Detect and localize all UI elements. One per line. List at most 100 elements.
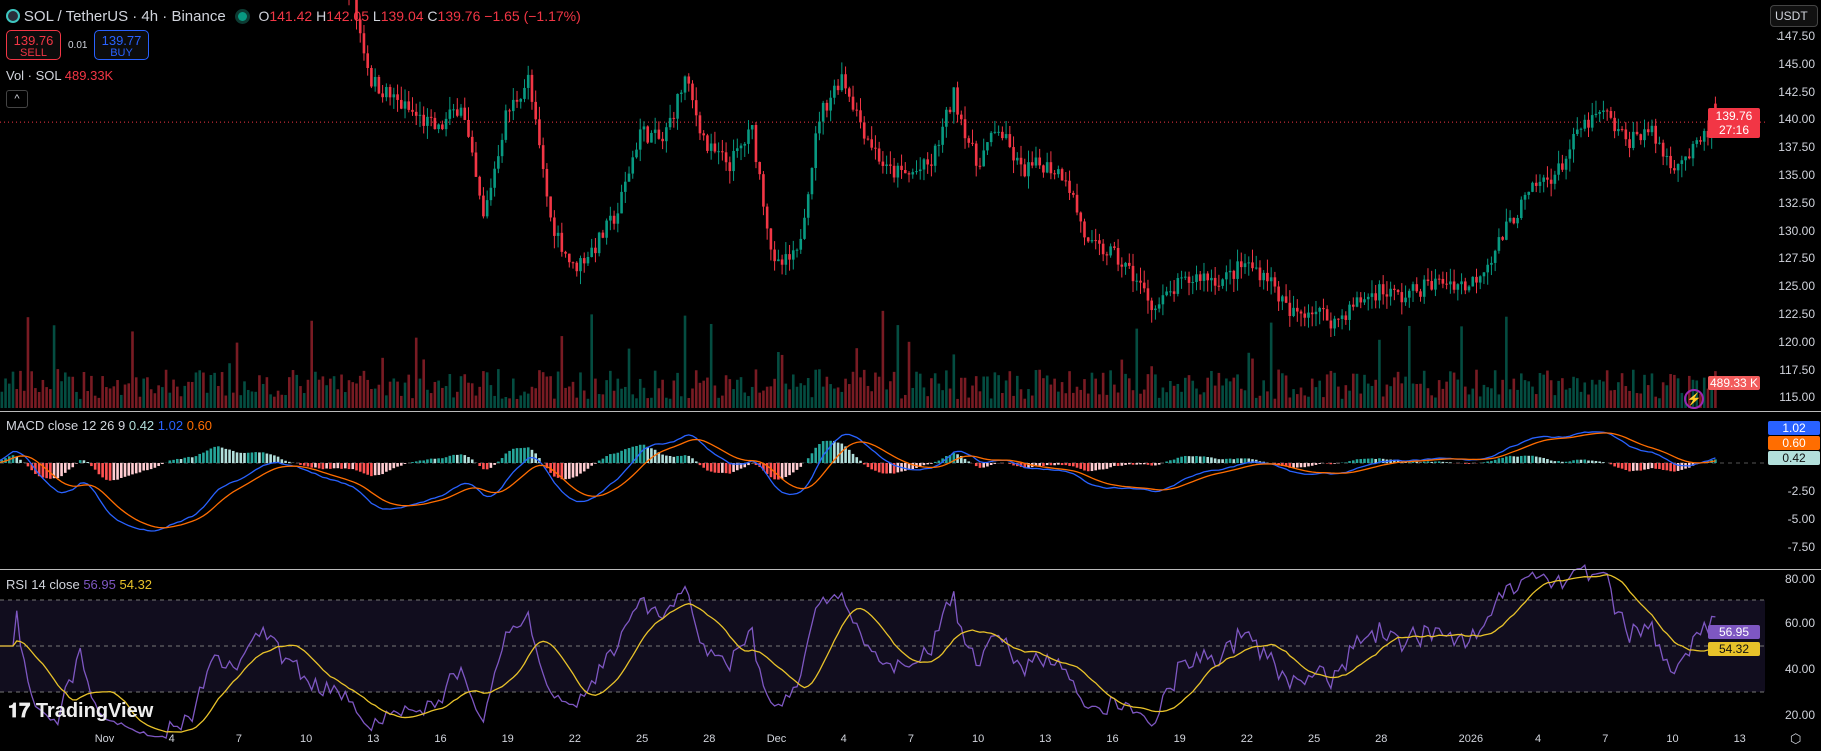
macd-histogram-bar [1669, 463, 1672, 472]
candle-body [859, 110, 862, 123]
lightning-icon[interactable]: ⚡ [1684, 389, 1704, 409]
macd-histogram-bar [937, 460, 941, 463]
rsi-legend: RSI 14 close 56.95 54.32 [6, 577, 152, 592]
macd-histogram-bar [287, 461, 291, 463]
macd-histogram-bar [127, 463, 131, 476]
macd-histogram-bar [526, 447, 530, 463]
volume-bar [123, 384, 127, 408]
candle-body [676, 93, 679, 119]
volume-bar [1161, 387, 1165, 408]
macd-histogram-bar [34, 463, 37, 474]
candle-body [814, 133, 817, 169]
candle-body [1161, 295, 1165, 305]
volume-bar [702, 380, 705, 408]
macd-histogram-bar [709, 463, 713, 472]
macd-histogram-bar [978, 463, 982, 468]
volume-bar [735, 379, 739, 408]
volume-bar [1486, 387, 1489, 408]
volume-bar [1012, 395, 1015, 408]
candle-body [1210, 277, 1213, 281]
candle-body [437, 124, 440, 130]
macd-axis-label: -7.50 [1787, 540, 1815, 554]
time-axis-label: 25 [1307, 733, 1321, 745]
market-status-icon [237, 12, 247, 21]
volume-bar [1154, 374, 1157, 408]
candle-body [1374, 293, 1377, 301]
tradingview-logo[interactable]: 𝟏𝟕 TradingView [8, 700, 153, 723]
candle-body [1493, 250, 1497, 263]
macd-histogram-bar [986, 463, 989, 467]
candle-body [1598, 112, 1601, 114]
candle-body [1400, 292, 1404, 303]
symbol-title[interactable]: SOL / TetherUS · 4h · Binance [23, 8, 226, 25]
pane-divider[interactable] [0, 411, 1821, 412]
macd-histogram-bar [1258, 461, 1262, 463]
macd-histogram-bar [1534, 456, 1538, 463]
candle-body [993, 131, 997, 133]
volume-bar [306, 379, 310, 408]
price-axis-label: 127.50 [1778, 251, 1815, 266]
macd-histogram-bar [687, 455, 691, 463]
candle-body [795, 249, 799, 251]
candle-body [433, 117, 437, 130]
candle-body [534, 101, 537, 120]
volume-bar [370, 388, 373, 408]
sell-button[interactable]: 139.76 SELL [6, 30, 61, 60]
macd-histogram-bar [594, 463, 597, 464]
collapse-legend-button[interactable]: ^ [6, 90, 28, 108]
candle-body [915, 171, 918, 173]
volume-bar [1288, 397, 1292, 408]
volume-bar [1325, 374, 1329, 408]
volume-bar [769, 386, 773, 408]
currency-select[interactable]: USDT ⌄ [1770, 5, 1818, 42]
settings-icon[interactable]: ⬡ [1790, 731, 1802, 746]
volume-bar [676, 372, 679, 408]
candle-body [1333, 318, 1336, 329]
macd-histogram-bar [1124, 463, 1127, 465]
macd-histogram-bar [866, 463, 870, 468]
volume-bar [1370, 385, 1374, 408]
macd-histogram-bar [597, 460, 601, 463]
volume-bar [497, 369, 500, 408]
macd-histogram-bar [388, 463, 392, 471]
candle-body [474, 152, 478, 177]
price-axis-label: 132.50 [1778, 195, 1815, 210]
candle-body [743, 143, 747, 146]
volume-bar [1239, 388, 1243, 408]
volume-bar [1579, 391, 1583, 408]
candle-body [1012, 147, 1015, 161]
macd-histogram-bar [1303, 463, 1307, 468]
candle-body [706, 135, 709, 151]
macd-histogram-bar [183, 457, 187, 463]
volume-bar [1575, 378, 1579, 408]
macd-histogram-bar [877, 463, 881, 473]
buy-button[interactable]: 139.77 BUY [94, 30, 149, 60]
volume-bar [112, 386, 116, 408]
macd-histogram-bar [157, 463, 160, 467]
candle-body [1008, 134, 1012, 148]
candle-body [1325, 309, 1329, 321]
macd-histogram-bar [579, 463, 582, 474]
volume-bar [411, 398, 414, 408]
macd-histogram-bar [1553, 461, 1557, 463]
volume-bar [1445, 381, 1448, 408]
candle-body [493, 168, 496, 188]
pane-divider[interactable] [0, 569, 1821, 570]
candle-body [478, 176, 481, 196]
candle-body [1064, 180, 1068, 182]
candle-body [1475, 276, 1478, 283]
macd-histogram-bar [1445, 462, 1448, 463]
macd-histogram-bar [209, 448, 213, 463]
candle-body [1068, 180, 1071, 193]
volume-bar [459, 376, 463, 408]
rsi-ma-tag: 54.32 [1708, 642, 1760, 656]
volume-bar [948, 388, 952, 408]
candle-body [1198, 274, 1202, 281]
volume-bar [399, 395, 403, 408]
macd-histogram-bar [631, 446, 635, 463]
macd-histogram-bar [220, 447, 224, 463]
macd-histogram-bar [63, 463, 67, 473]
candle-body [851, 96, 855, 110]
macd-histogram-bar [49, 463, 52, 479]
